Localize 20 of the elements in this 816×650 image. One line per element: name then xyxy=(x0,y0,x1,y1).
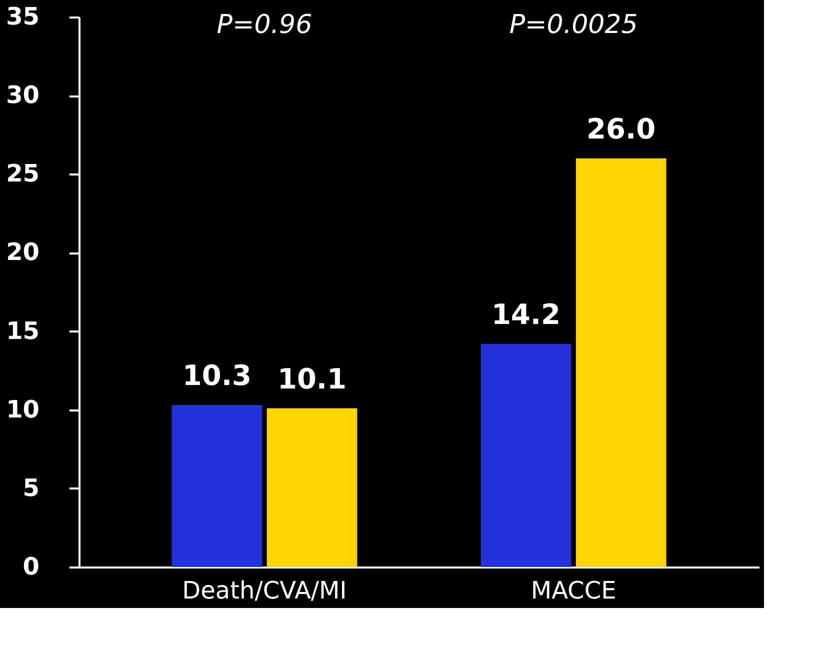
annotation: P=0.96 xyxy=(216,10,312,40)
data-label: 14.2 xyxy=(491,298,561,331)
data-label: 10.3 xyxy=(182,359,252,392)
bar xyxy=(480,344,572,567)
data-label: 26.0 xyxy=(586,112,656,146)
x-tick-label: Death/CVA/MI xyxy=(182,576,347,604)
y-tick-label: 35 xyxy=(6,2,40,30)
x-tick-label: MACCE xyxy=(530,576,616,604)
y-tick-label: 25 xyxy=(6,160,40,188)
y-tick-label: 20 xyxy=(6,238,40,266)
annotation: P=0.0025 xyxy=(509,10,638,40)
y-tick-label: 30 xyxy=(6,81,40,110)
y-tick-label: 15 xyxy=(6,316,40,345)
bar xyxy=(576,158,666,567)
data-label: 10.1 xyxy=(277,362,347,396)
bar xyxy=(172,405,262,567)
y-tick-label: 10 xyxy=(6,395,40,424)
bar xyxy=(266,408,358,567)
y-tick-label: 0 xyxy=(22,552,40,580)
y-tick-label: 5 xyxy=(22,474,40,502)
